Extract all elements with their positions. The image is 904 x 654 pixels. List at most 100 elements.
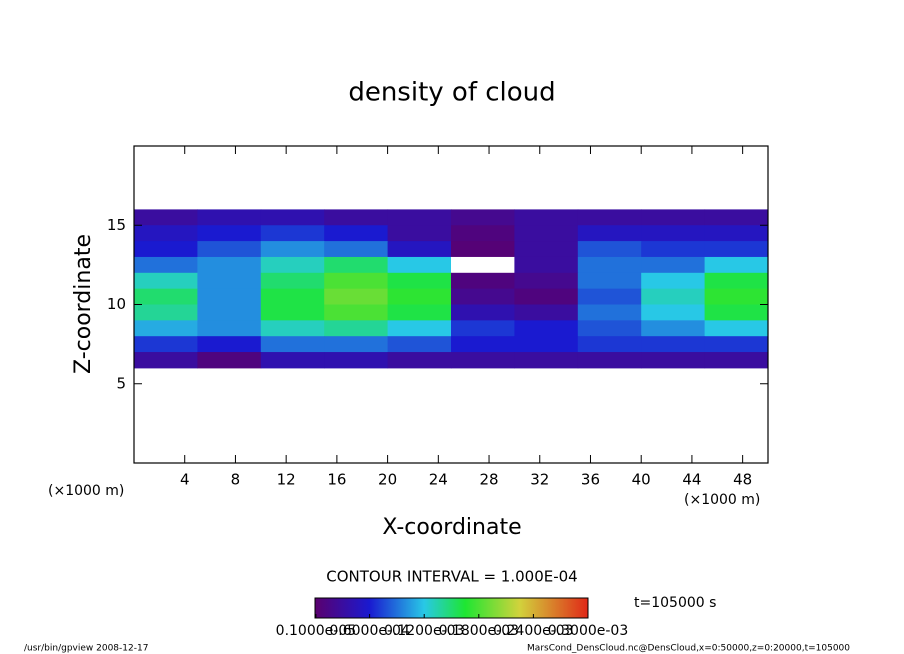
cell bbox=[641, 209, 706, 226]
cell bbox=[260, 272, 325, 290]
cell bbox=[451, 272, 515, 290]
cell bbox=[260, 352, 325, 369]
chart-title: density of cloud bbox=[348, 78, 555, 108]
cell bbox=[197, 241, 262, 258]
cell bbox=[260, 320, 325, 337]
cell bbox=[134, 288, 198, 305]
footer-right: MarsCond_DensCloud.nc@DensCloud,x=0:5000… bbox=[527, 644, 850, 654]
cell bbox=[197, 304, 262, 321]
cell bbox=[451, 288, 515, 305]
cell bbox=[197, 272, 262, 290]
cell bbox=[514, 288, 579, 305]
cell bbox=[577, 272, 642, 290]
colorbar-label: 0.1800e-03 bbox=[439, 623, 519, 639]
y-tick-label: 10 bbox=[107, 295, 126, 313]
cell bbox=[514, 241, 579, 258]
cell bbox=[451, 352, 515, 369]
cell bbox=[324, 225, 389, 242]
cell bbox=[260, 225, 325, 242]
cell bbox=[387, 272, 452, 290]
cell bbox=[514, 352, 579, 369]
x-tick-label: 24 bbox=[429, 471, 448, 489]
cell bbox=[197, 256, 262, 274]
cell bbox=[134, 352, 198, 369]
x-tick-label: 20 bbox=[378, 471, 397, 489]
x-unit: (×1000 m) bbox=[684, 492, 760, 508]
cell bbox=[134, 336, 198, 353]
cell bbox=[577, 320, 642, 337]
cell bbox=[134, 272, 198, 290]
colorbar bbox=[314, 597, 589, 619]
cell bbox=[704, 288, 769, 305]
cell bbox=[387, 209, 452, 226]
cell bbox=[197, 352, 262, 369]
x-tick-label: 48 bbox=[733, 471, 752, 489]
cell bbox=[197, 209, 262, 226]
x-tick-label: 44 bbox=[682, 471, 701, 489]
cell bbox=[577, 209, 642, 226]
cell bbox=[577, 352, 642, 369]
cell bbox=[134, 304, 198, 321]
cell bbox=[577, 336, 642, 353]
footer-left: /usr/bin/gpview 2008-12-17 bbox=[24, 644, 148, 654]
cell bbox=[134, 209, 198, 226]
cell bbox=[324, 304, 389, 321]
time-note: t=105000 s bbox=[634, 595, 716, 611]
cell bbox=[324, 241, 389, 258]
cell bbox=[387, 225, 452, 242]
cell bbox=[704, 352, 769, 369]
x-axis-label: X-coordinate bbox=[382, 515, 521, 540]
cell bbox=[514, 336, 579, 353]
cell bbox=[134, 320, 198, 337]
x-tick-label: 32 bbox=[530, 471, 549, 489]
cell bbox=[387, 320, 452, 337]
cell bbox=[260, 209, 325, 226]
cell bbox=[514, 256, 579, 274]
y-axis-label: Z-coordinate bbox=[71, 234, 96, 374]
cell bbox=[514, 209, 579, 226]
cell bbox=[451, 241, 515, 258]
y-tick-label: 5 bbox=[116, 374, 126, 392]
cell bbox=[451, 320, 515, 337]
cell bbox=[704, 272, 769, 290]
cell bbox=[704, 304, 769, 321]
cell bbox=[704, 336, 769, 353]
y-tick-label: 15 bbox=[107, 216, 126, 234]
cell bbox=[197, 225, 262, 242]
cell bbox=[641, 320, 706, 337]
cell bbox=[641, 241, 706, 258]
cell bbox=[134, 256, 198, 274]
cell bbox=[704, 225, 769, 242]
colorbar-label: 0.1200e-03 bbox=[384, 623, 464, 639]
cell bbox=[260, 336, 325, 353]
cell bbox=[577, 241, 642, 258]
x-tick-label: 12 bbox=[277, 471, 296, 489]
cell bbox=[324, 288, 389, 305]
x-tick-label: 36 bbox=[581, 471, 600, 489]
cell bbox=[577, 225, 642, 242]
colorbar-label: 0.3000e-03 bbox=[548, 623, 628, 639]
cell bbox=[324, 336, 389, 353]
cell bbox=[451, 256, 515, 274]
cell bbox=[641, 225, 706, 242]
cell bbox=[704, 320, 769, 337]
cell bbox=[704, 241, 769, 258]
cell bbox=[577, 256, 642, 274]
cell bbox=[451, 304, 515, 321]
cell bbox=[387, 288, 452, 305]
cell bbox=[387, 304, 452, 321]
cell bbox=[260, 256, 325, 274]
cell bbox=[197, 288, 262, 305]
cell bbox=[324, 256, 389, 274]
cell bbox=[641, 352, 706, 369]
cell bbox=[387, 336, 452, 353]
y-unit: (×1000 m) bbox=[48, 483, 124, 499]
cell bbox=[324, 209, 389, 226]
cell bbox=[134, 225, 198, 242]
cell bbox=[324, 320, 389, 337]
cell bbox=[387, 241, 452, 258]
cell bbox=[197, 320, 262, 337]
heatmap bbox=[134, 209, 769, 369]
